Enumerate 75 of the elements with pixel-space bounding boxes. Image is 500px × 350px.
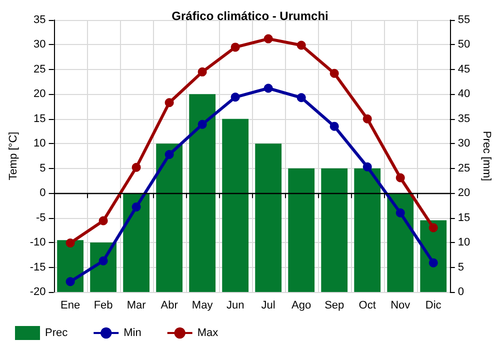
point: [198, 67, 207, 76]
bar: [321, 168, 348, 292]
y-tick-label: 10: [34, 138, 46, 150]
point: [428, 223, 438, 232]
y-tick-label: 35: [34, 14, 46, 26]
point: [296, 93, 306, 102]
point: [98, 256, 108, 266]
point: [230, 42, 240, 52]
point: [66, 238, 75, 248]
point: [98, 216, 108, 226]
y2-tick-label: 20: [458, 187, 470, 200]
legend-label: Max: [197, 327, 219, 339]
point: [330, 122, 339, 131]
y2-tick-label: 45: [458, 63, 470, 76]
point: [396, 208, 405, 218]
point: [428, 258, 438, 268]
y-tick-label: 25: [34, 63, 46, 76]
x-tick-label: Feb: [94, 300, 113, 312]
point: [132, 202, 141, 212]
bar: [288, 168, 315, 292]
point: [330, 68, 339, 78]
bar: [255, 144, 282, 292]
y-tick-label: 20: [34, 88, 46, 100]
x-tick-label: Jun: [226, 300, 244, 312]
y-tick-label: 5: [40, 162, 46, 174]
y-axis-title: Temp [°C]: [8, 132, 20, 180]
y-tick-label: -20: [30, 286, 46, 298]
y2-tick-label: 30: [458, 138, 470, 150]
x-tick-label: Nov: [390, 300, 411, 312]
x-tick-label: Oct: [358, 300, 376, 312]
point: [264, 34, 273, 44]
y-tick-label: 0: [40, 187, 46, 200]
x-tick-label: Ago: [292, 300, 312, 312]
bar: [354, 168, 381, 292]
point: [66, 277, 75, 286]
point: [264, 84, 273, 93]
y2-tick-label: 40: [458, 88, 470, 100]
y2-tick-label: 15: [458, 212, 470, 224]
y2-tick-label: 25: [458, 162, 470, 174]
y-tick-label: 30: [34, 38, 46, 51]
bar: [123, 193, 150, 292]
y-tick-label: -5: [36, 212, 46, 224]
y-tick-label: -10: [30, 236, 46, 249]
bar: [387, 193, 414, 292]
x-tick-label: Abr: [160, 300, 178, 312]
x-tick-label: Sep: [324, 300, 344, 312]
y-tick-label: 15: [34, 112, 46, 125]
y2-tick-label: 5: [458, 261, 464, 274]
point: [132, 162, 141, 172]
y2-tick-label: 35: [458, 112, 470, 125]
point: [362, 162, 372, 172]
y2-tick-label: 0: [458, 286, 464, 298]
point: [362, 114, 372, 124]
y2-tick-label: 50: [458, 38, 470, 51]
legend-label: Min: [124, 327, 142, 339]
x-tick-label: Dic: [425, 300, 442, 312]
bar: [189, 94, 216, 292]
y-tick-label: -15: [30, 261, 46, 274]
point: [230, 92, 240, 102]
x-tick-label: Ene: [60, 300, 80, 312]
point: [396, 173, 405, 182]
legend-label: Prec: [45, 327, 68, 339]
chart-title: Gráfico climático - Urumchi: [172, 9, 328, 23]
point: [296, 40, 306, 50]
x-tick-label: Mar: [126, 300, 146, 312]
point: [164, 98, 174, 108]
y2-tick-label: 55: [458, 14, 470, 26]
bar: [156, 144, 183, 292]
y2-axis-title: Prec [mm]: [480, 130, 492, 182]
x-tick-label: Jul: [261, 300, 276, 312]
point: [164, 150, 174, 160]
point: [198, 120, 207, 129]
x-tick-label: May: [192, 300, 214, 312]
y2-tick-label: 10: [458, 236, 470, 249]
bar: [222, 118, 249, 292]
